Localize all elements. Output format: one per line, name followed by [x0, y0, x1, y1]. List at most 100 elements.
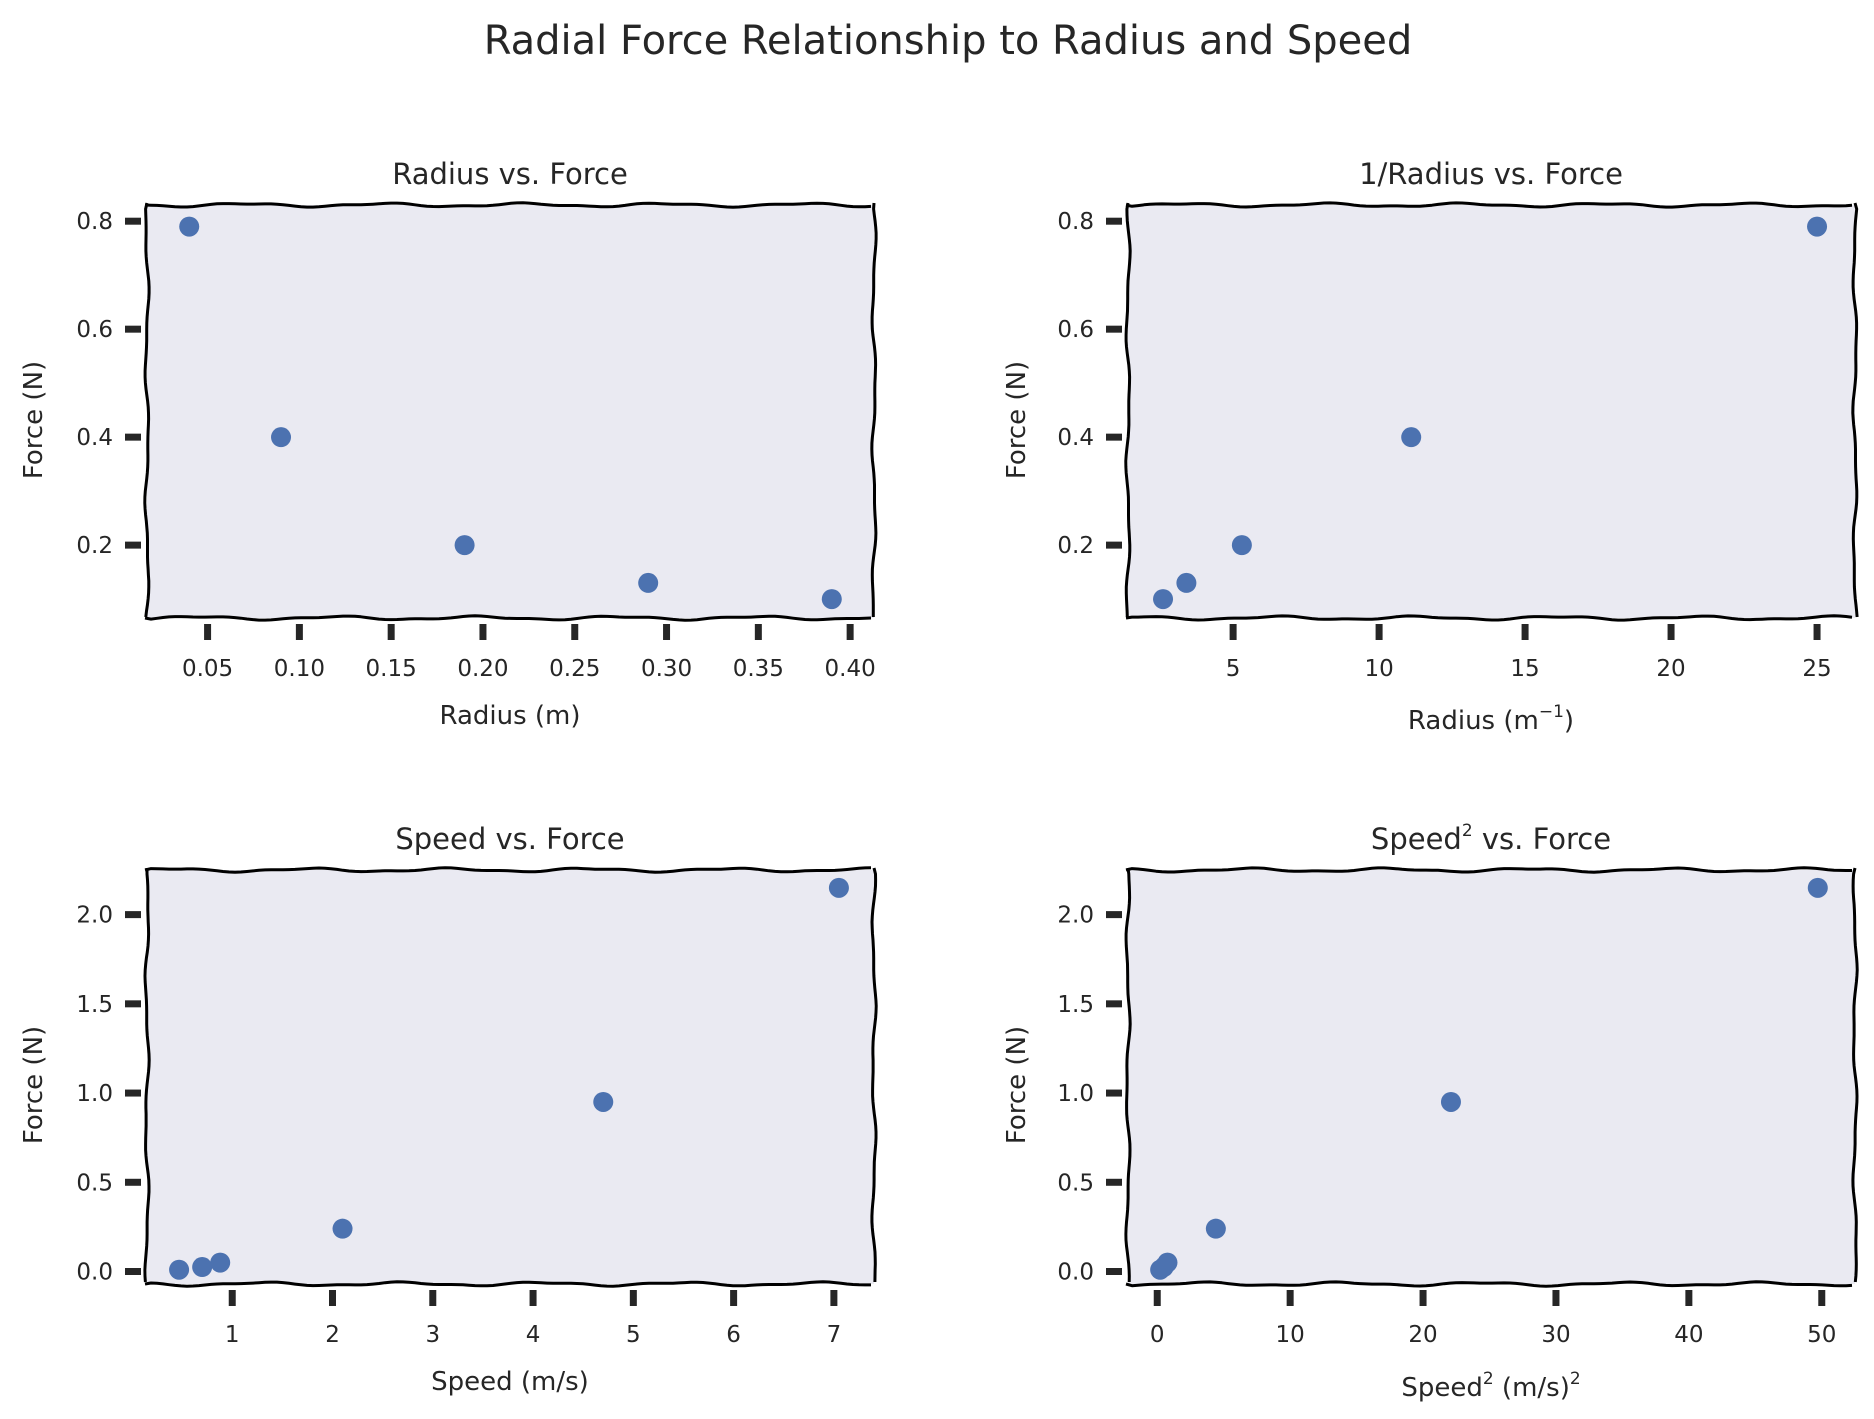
x-axis-label: Speed2 (m/s)2: [1401, 1369, 1580, 1403]
x-tick-label: 2: [325, 1322, 340, 1348]
data-point: [179, 216, 200, 237]
data-point: [828, 877, 849, 898]
data-point: [593, 1091, 614, 1112]
panel-title-part: vs. Force: [1473, 822, 1611, 856]
x-tick-label: 0.35: [733, 656, 784, 682]
x-tick-label: 5: [1226, 656, 1241, 682]
axes-frame: [1124, 201, 1859, 622]
axes-frame: [143, 201, 878, 622]
panel-radius-vs-force: Radius vs. Force Radius (m) Force (N) 0.…: [19, 157, 878, 731]
x-tick-label: 25: [1802, 656, 1831, 682]
panel-title: 1/Radius vs. Force: [1359, 157, 1623, 191]
plot-area: [147, 870, 874, 1284]
x-axis-label-exponent: 2: [1570, 1369, 1581, 1389]
x-axis-label-exponent: −1: [1539, 702, 1564, 722]
x-tick-label: 30: [1541, 1322, 1570, 1348]
x-axis-label-part: ): [1564, 706, 1574, 736]
panel-title: Speed vs. Force: [395, 822, 624, 856]
y-tick-label: 0.0: [76, 1260, 113, 1286]
frame-left: [1124, 202, 1132, 618]
y-tick-label: 0.2: [1057, 533, 1094, 559]
x-axis-label-part: Speed: [1401, 1373, 1483, 1403]
y-tick-label: 0.6: [76, 317, 113, 343]
data-point: [169, 1259, 190, 1280]
x-axis-label: Radius (m): [439, 701, 580, 731]
frame-bottom: [1125, 614, 1853, 622]
y-tick-label: 0.4: [76, 425, 113, 451]
x-tick-label: 10: [1364, 656, 1393, 682]
y-tick-label: 1.5: [76, 992, 113, 1018]
frame-left: [143, 868, 151, 1283]
frame-right: [1851, 867, 1859, 1283]
data-point: [1176, 572, 1197, 593]
frame-right: [870, 867, 878, 1283]
data-point: [1401, 427, 1422, 448]
frame-right: [1851, 202, 1859, 618]
axes-frame: [143, 866, 878, 1288]
data-point: [332, 1218, 353, 1239]
y-tick-label: 0.2: [76, 533, 113, 559]
x-tick-label: 0.20: [457, 656, 508, 682]
panel-inverse-radius-vs-force: 1/Radius vs. Force Radius (m−1) Force (N…: [1002, 157, 1859, 736]
y-tick-label: 0.8: [76, 209, 113, 235]
x-tick-label: 0.05: [182, 656, 233, 682]
y-tick-label: 1.0: [76, 1081, 113, 1107]
y-tick-label: 0.5: [1057, 1170, 1094, 1196]
panel-speed-vs-force: Speed vs. Force Speed (m/s) Force (N) 1 2…: [19, 822, 878, 1397]
panel-title: Speed2 vs. Force: [1371, 821, 1611, 856]
frame-top: [144, 866, 872, 874]
y-tick-label: 0.5: [76, 1170, 113, 1196]
plot-area: [1128, 205, 1855, 618]
x-axis-label-exponent: 2: [1483, 1369, 1494, 1389]
y-tick-label: 0.4: [1057, 425, 1094, 451]
x-tick-label: 15: [1510, 656, 1539, 682]
x-tick-label: 7: [827, 1322, 842, 1348]
figure-title: Radial Force Relationship to Radius and …: [484, 18, 1413, 64]
data-point: [1440, 1091, 1461, 1112]
data-point: [210, 1252, 231, 1273]
x-tick-label: 20: [1656, 656, 1685, 682]
data-point: [454, 535, 475, 556]
data-point: [192, 1257, 213, 1278]
y-axis-label: Force (N): [1002, 1026, 1032, 1144]
data-point: [1807, 216, 1828, 237]
x-tick-label: 0.25: [549, 656, 600, 682]
frame-left: [1124, 867, 1132, 1283]
data-point: [1205, 1218, 1226, 1239]
y-tick-label: 1.5: [1057, 992, 1094, 1018]
y-tick-label: 2.0: [76, 903, 113, 929]
data-point: [1231, 535, 1252, 556]
plot-area: [1128, 870, 1855, 1284]
x-tick-label: 0.15: [366, 656, 417, 682]
frame-top: [1125, 201, 1853, 209]
panel-title-exponent: 2: [1462, 821, 1473, 841]
frame-right: [870, 202, 878, 617]
x-axis-label: Radius (m−1): [1408, 702, 1574, 736]
data-point: [1153, 589, 1174, 610]
x-tick-label: 0: [1150, 1322, 1165, 1348]
data-point: [271, 427, 292, 448]
x-axis-label-part: Radius (m: [1408, 706, 1539, 736]
x-tick-label: 50: [1807, 1322, 1836, 1348]
frame-top: [1125, 866, 1852, 874]
y-tick-label: 0.6: [1057, 317, 1094, 343]
x-tick-label: 0.30: [641, 656, 692, 682]
data-point: [1807, 877, 1828, 898]
plot-area: [147, 205, 874, 618]
y-tick-label: 0.0: [1057, 1260, 1094, 1286]
frame-bottom: [144, 614, 872, 622]
data-point: [1157, 1252, 1178, 1273]
data-point: [638, 572, 659, 593]
data-point: [821, 589, 842, 610]
panel-title: Radius vs. Force: [392, 157, 628, 191]
y-tick-label: 1.0: [1057, 1081, 1094, 1107]
y-tick-label: 0.8: [1057, 209, 1094, 235]
x-tick-label: 0.10: [274, 656, 325, 682]
x-tick-label: 0.40: [825, 656, 876, 682]
x-tick-label: 5: [626, 1322, 641, 1348]
panel-title-part: Speed: [1371, 822, 1462, 856]
frame-bottom: [1125, 1280, 1853, 1288]
x-tick-label: 1: [225, 1322, 240, 1348]
x-axis-label: Speed (m/s): [431, 1367, 589, 1397]
